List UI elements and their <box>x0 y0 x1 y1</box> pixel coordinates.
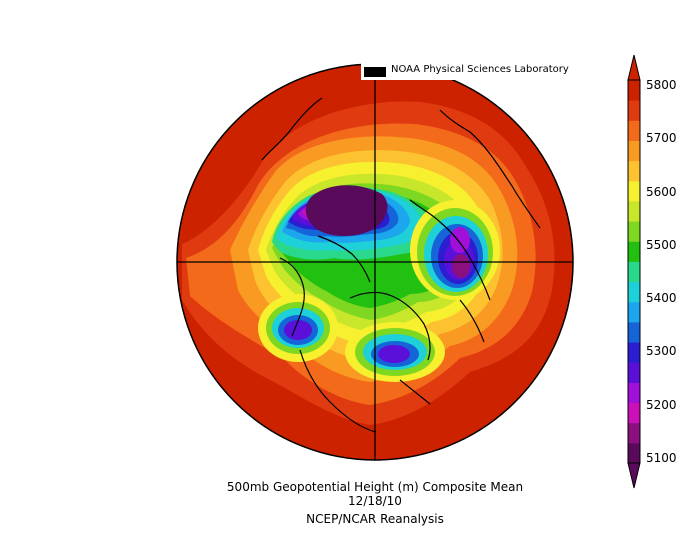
colorbar-swatch <box>628 200 640 222</box>
colorbar-swatch <box>628 422 640 444</box>
credit-marker <box>364 67 386 77</box>
colorbar-swatch <box>628 402 640 424</box>
colorbar-label: 5500 <box>646 238 677 252</box>
colorbar-label: 5800 <box>646 78 677 92</box>
colorbar-swatch <box>628 301 640 323</box>
colorbar-label: 5200 <box>646 398 677 412</box>
map-title: 500mb Geopotential Height (m) Composite … <box>226 480 524 494</box>
colorbar-frame <box>627 79 641 464</box>
colorbar-swatch <box>628 321 640 343</box>
colorbar-top-arrow <box>627 54 641 81</box>
colorbar-swatch <box>628 180 640 202</box>
colorbar-swatch <box>628 241 640 262</box>
colorbar-label: 5400 <box>646 291 677 305</box>
map-source: NCEP/NCAR Reanalysis <box>306 512 444 526</box>
colorbar-swatch <box>628 221 640 242</box>
colorbar-label: 5600 <box>646 185 677 199</box>
credit-banner <box>361 63 577 80</box>
colorbar-swatch <box>628 442 640 464</box>
colorbar-swatch <box>628 342 640 363</box>
colorbar-swatch <box>628 281 640 303</box>
colorbar-swatch <box>628 160 640 182</box>
colorbar-label: 5100 <box>646 451 677 465</box>
colorbar-swatch <box>628 382 640 404</box>
colorbar-swatch <box>628 120 640 141</box>
colorbar-label: 5700 <box>646 131 677 145</box>
map-date: 12/18/10 <box>348 494 402 508</box>
colorbar <box>627 54 641 489</box>
colorbar-swatch <box>628 140 640 162</box>
colorbar-bottom-arrow <box>627 462 641 489</box>
colorbar-swatch <box>628 362 640 383</box>
colorbar-swatch <box>628 261 640 283</box>
height-field <box>177 64 573 460</box>
colorbar-swatch <box>628 80 640 101</box>
colorbar-swatch <box>628 100 640 121</box>
credit-text: NOAA Physical Sciences Laboratory <box>391 64 569 75</box>
colorbar-label: 5300 <box>646 344 677 358</box>
